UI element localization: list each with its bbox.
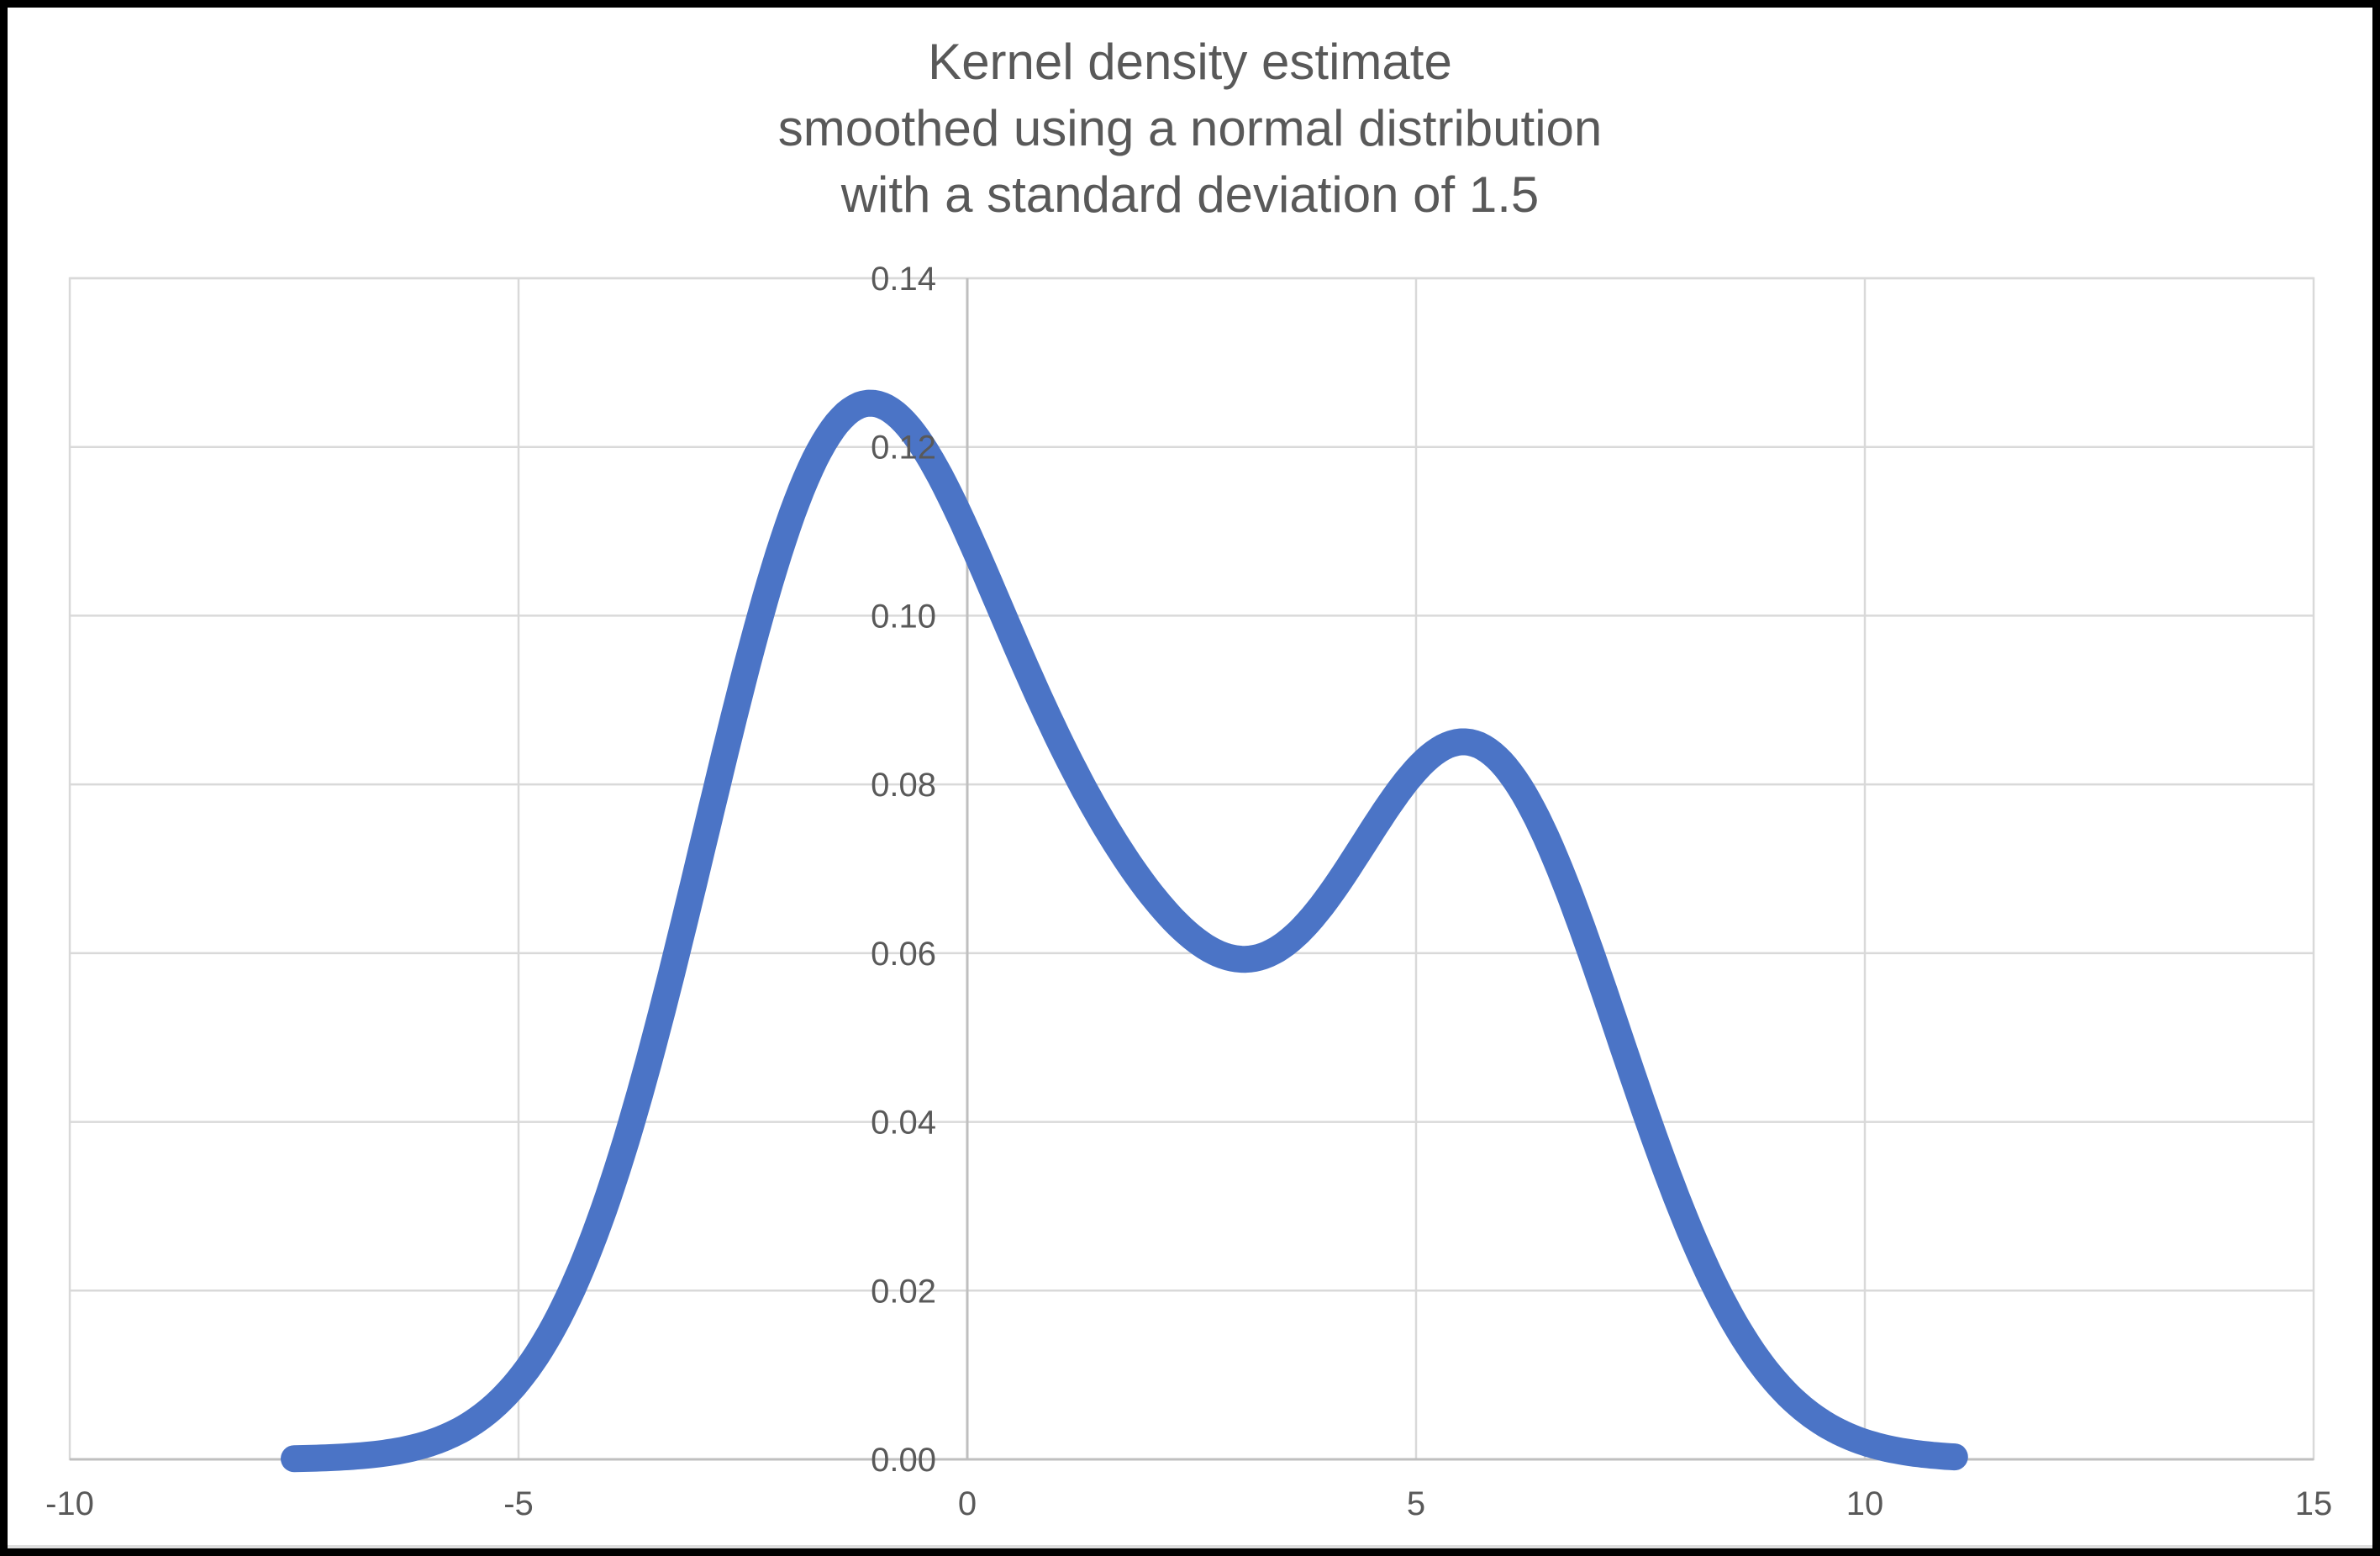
y-tick-label: 0.08 bbox=[871, 767, 936, 804]
x-tick-label: 5 bbox=[1407, 1485, 1425, 1522]
y-tick-label: 0.12 bbox=[871, 430, 936, 467]
y-tick-label: 0.10 bbox=[871, 598, 936, 635]
y-tick-label: 0.00 bbox=[871, 1442, 936, 1479]
y-tick-label: 0.02 bbox=[871, 1273, 936, 1310]
chart-title-line-2: smoothed using a normal distribution bbox=[777, 100, 1603, 156]
y-tick-label: 0.06 bbox=[871, 936, 936, 973]
chart-title-line-3: with a standard deviation of 1.5 bbox=[840, 166, 1540, 223]
x-tick-label: -5 bbox=[503, 1485, 534, 1522]
x-tick-label: 10 bbox=[1846, 1485, 1884, 1522]
x-axis-tick-labels: -10 -5 0 5 10 15 bbox=[45, 1485, 2332, 1522]
y-tick-label: 0.14 bbox=[871, 261, 936, 298]
kde-curve bbox=[281, 389, 1968, 1473]
chart-title-line-1: Kernel density estimate bbox=[928, 34, 1452, 90]
bottom-edge-strip bbox=[8, 1545, 2372, 1548]
y-axis-tick-labels: 0.00 0.02 0.04 0.06 0.08 0.10 0.12 0.14 bbox=[871, 261, 936, 1479]
x-tick-label: 0 bbox=[958, 1485, 977, 1522]
plot-area-border bbox=[68, 277, 2315, 1461]
x-tick-label: 15 bbox=[2295, 1485, 2333, 1522]
x-tick-label: -10 bbox=[45, 1485, 94, 1522]
plot-area bbox=[68, 277, 2315, 1461]
series-curve bbox=[281, 389, 1968, 1473]
chart-title: Kernel density estimate smoothed using a… bbox=[0, 29, 2380, 228]
gridlines bbox=[70, 277, 2314, 1459]
y-tick-label: 0.04 bbox=[871, 1105, 936, 1142]
